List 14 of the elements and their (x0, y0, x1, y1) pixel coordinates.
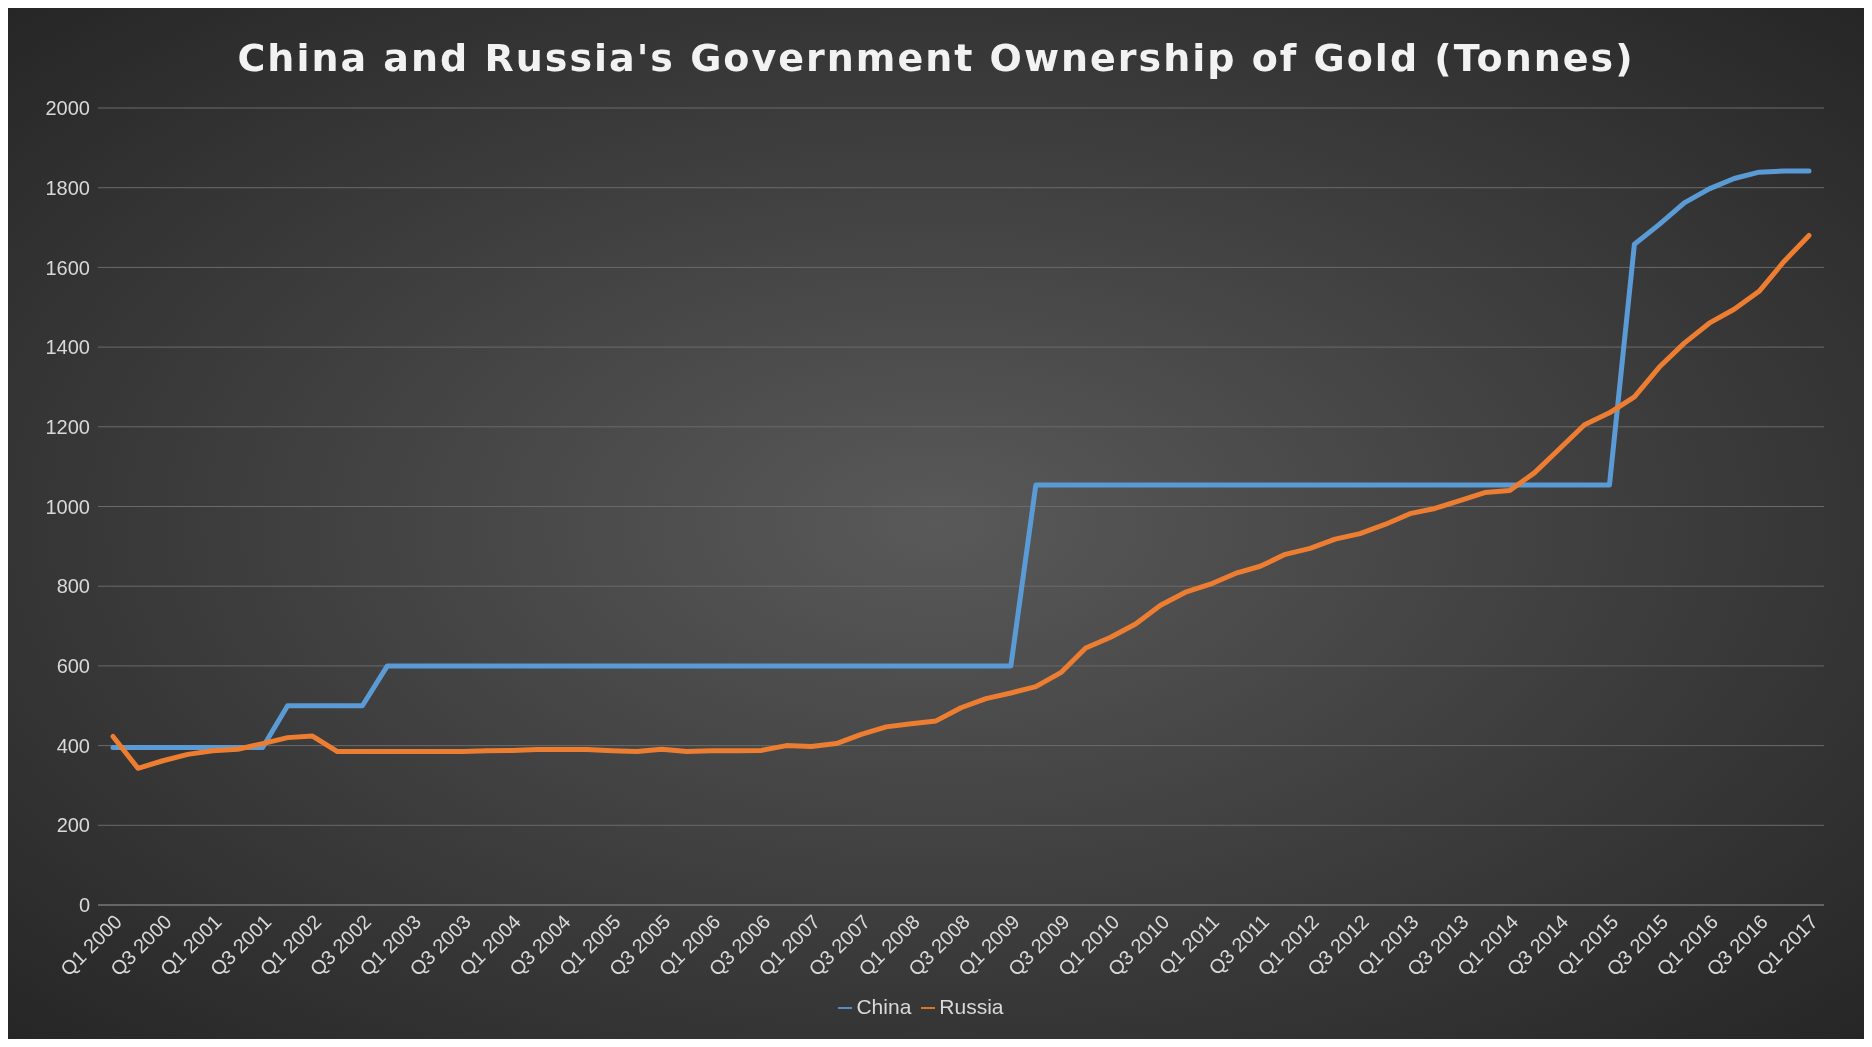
y-tick-label: 1600 (45, 256, 90, 279)
y-tick-label: 1800 (45, 176, 90, 199)
y-tick-label: 400 (56, 734, 90, 757)
y-tick-label: 200 (56, 814, 90, 837)
chart-title: China and Russia's Government Ownership of Gold (Tonnes) (236, 36, 1636, 80)
y-tick-label: 800 (56, 575, 90, 598)
y-tick-label: 2000 (45, 97, 90, 120)
y-tick-label: 600 (56, 655, 90, 677)
y-tick-label: 1000 (45, 495, 90, 518)
legend-label: Russia (939, 995, 1004, 1018)
y-tick-label: 1400 (45, 336, 90, 359)
y-tick-label: 1200 (45, 415, 90, 438)
y-tick-label: 0 (78, 894, 90, 917)
legend-label: China (856, 995, 912, 1018)
